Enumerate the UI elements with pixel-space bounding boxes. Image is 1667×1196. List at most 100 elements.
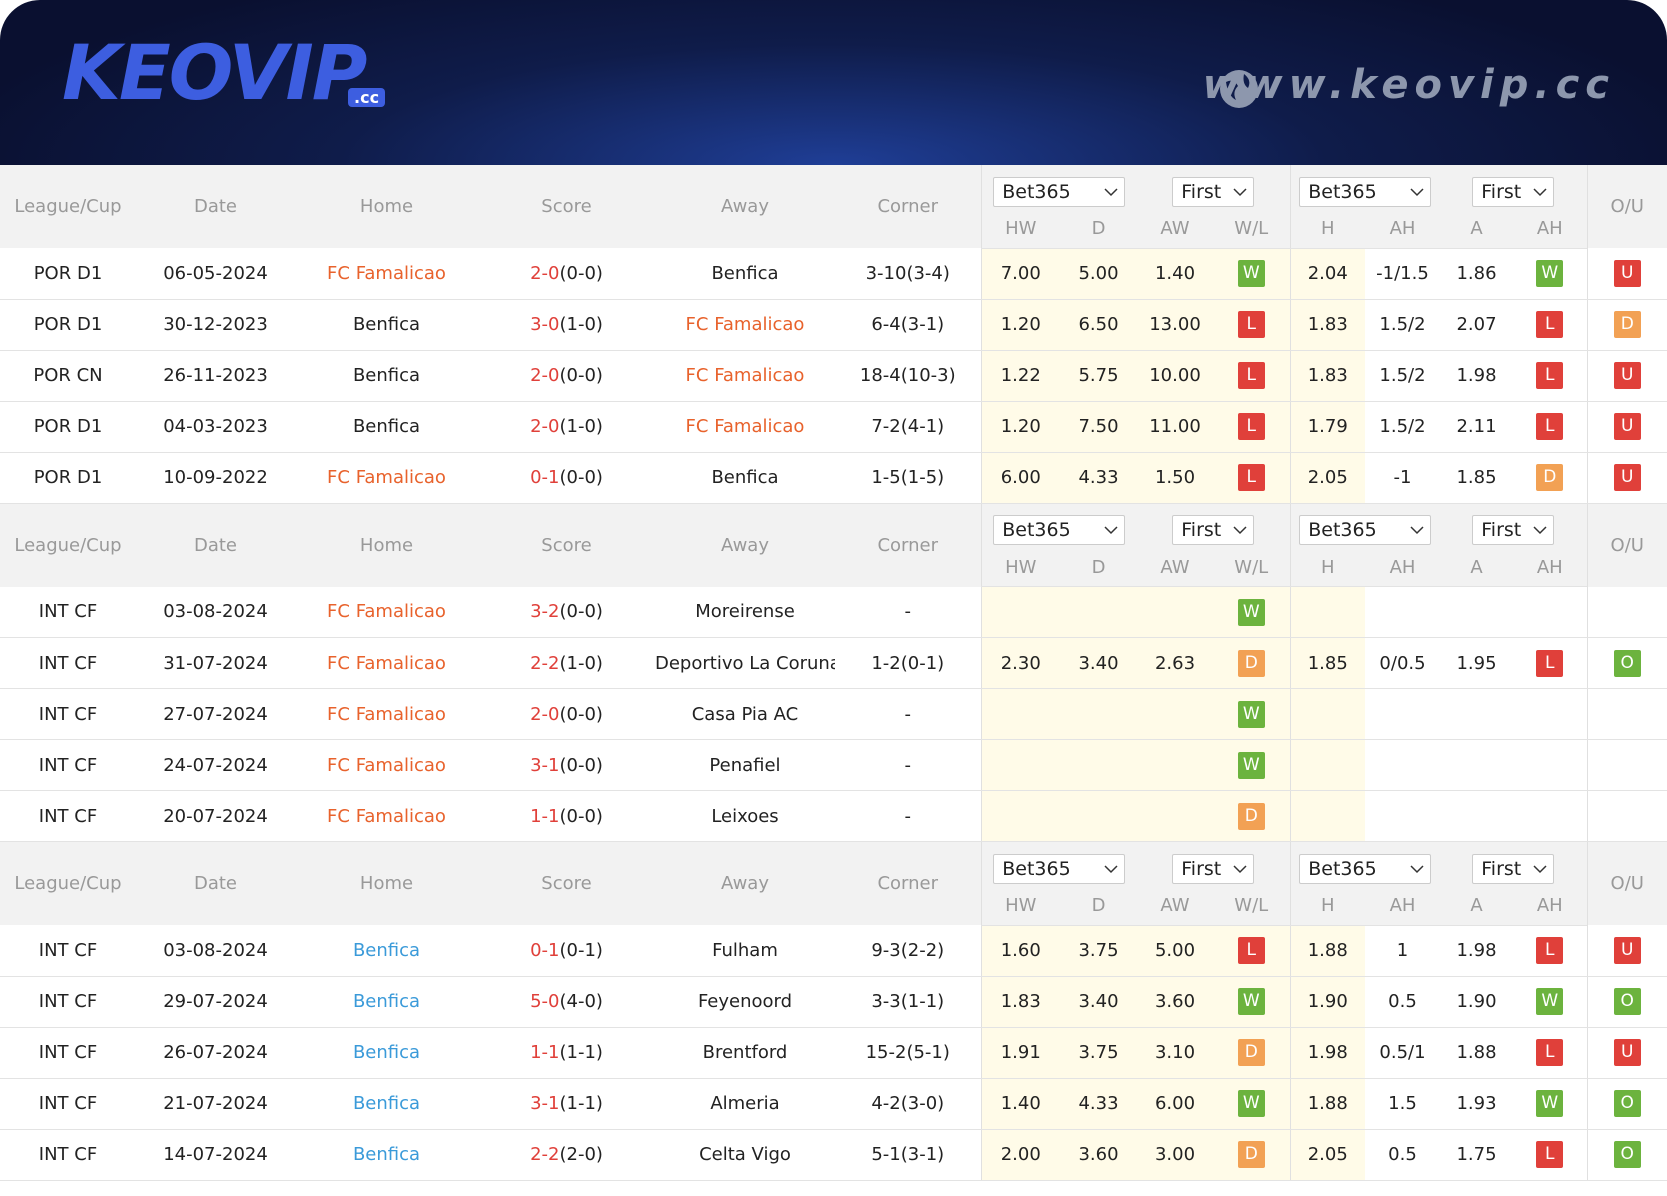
date: 03-08-2024 bbox=[136, 925, 295, 977]
odds: 0.5 bbox=[1365, 1129, 1440, 1181]
league-text: INT CF bbox=[38, 1144, 98, 1165]
odds: 11.00 bbox=[1137, 401, 1213, 453]
odds: 1.88 bbox=[1440, 1027, 1513, 1079]
result-cell: W bbox=[1213, 739, 1290, 791]
odds-header: A bbox=[1440, 887, 1513, 926]
result-cell: W bbox=[1513, 976, 1587, 1028]
chevron bbox=[1533, 187, 1547, 196]
odds-text: 1.83 bbox=[1307, 314, 1348, 335]
dropdown[interactable]: First bbox=[1172, 176, 1255, 207]
dropdown[interactable]: Bet365 bbox=[1299, 853, 1432, 884]
odds-text: 3.60 bbox=[1154, 991, 1196, 1012]
corner-text: 18-4(10-3) bbox=[859, 365, 956, 386]
date: 21-07-2024 bbox=[136, 1078, 295, 1130]
odds-text: 1.90 bbox=[1307, 991, 1348, 1012]
score: 1-1(1-1) bbox=[478, 1027, 655, 1079]
chevron bbox=[1233, 526, 1247, 535]
odds bbox=[1365, 688, 1440, 740]
corner: 1-2(0-1) bbox=[835, 637, 981, 689]
column-header: O/U bbox=[1586, 842, 1667, 925]
dropdown[interactable]: First bbox=[1172, 515, 1255, 545]
selector-cell: Bet365 bbox=[980, 503, 1137, 549]
odds: 1.5/2 bbox=[1365, 350, 1440, 402]
odds-header: AH bbox=[1513, 210, 1587, 249]
odds bbox=[1060, 688, 1137, 740]
date-text: 27-07-2024 bbox=[163, 703, 268, 725]
result-cell: L bbox=[1513, 401, 1587, 453]
dropdown[interactable]: First bbox=[1472, 515, 1555, 545]
odds-text: 1.88 bbox=[1307, 940, 1348, 961]
column-header: O/U bbox=[1586, 503, 1667, 587]
odds-header: AW bbox=[1137, 210, 1213, 249]
odds-header: AW bbox=[1137, 887, 1213, 926]
logo[interactable]: KEOVIP bbox=[62, 28, 368, 117]
result-cell: L bbox=[1213, 925, 1290, 977]
corner-text: 1-2(0-1) bbox=[871, 652, 945, 674]
dropdown[interactable]: Bet365 bbox=[993, 853, 1126, 884]
league-text: INT CF bbox=[38, 991, 98, 1012]
site-url[interactable]: www.keovip.cc bbox=[1202, 62, 1615, 108]
odds: 1.86 bbox=[1440, 248, 1513, 300]
match-row: INT CF 27-07-2024 FC Famalicao 2-0(0-0) Casa… bbox=[0, 688, 1667, 740]
odds-text: 2.07 bbox=[1456, 314, 1497, 335]
home-team-text: FC Famalicao bbox=[327, 703, 446, 725]
result-badge: L bbox=[1237, 311, 1265, 338]
chevron bbox=[1410, 187, 1424, 196]
result-badge: D bbox=[1536, 464, 1564, 491]
odds: 5.00 bbox=[1137, 925, 1213, 977]
odds-text: 1.91 bbox=[1000, 1042, 1041, 1063]
dropdown[interactable]: First bbox=[1472, 853, 1555, 884]
corner: 3-3(1-1) bbox=[835, 976, 981, 1028]
dropdown[interactable]: Bet365 bbox=[993, 515, 1126, 545]
odds-text: 4.33 bbox=[1078, 467, 1119, 488]
odds-text: 13.00 bbox=[1149, 314, 1201, 335]
corner-text: 15-2(5-1) bbox=[865, 1042, 950, 1063]
column-header: Score bbox=[478, 165, 655, 248]
column-header: Corner bbox=[835, 165, 981, 248]
result-cell: W bbox=[1213, 248, 1290, 300]
dropdown-label: First bbox=[1181, 180, 1222, 203]
result-cell: O bbox=[1586, 637, 1667, 689]
odds-text: 2.05 bbox=[1307, 1144, 1348, 1165]
result-badge: L bbox=[1536, 311, 1564, 338]
odds-text: 3.60 bbox=[1078, 1144, 1119, 1165]
date: 10-09-2022 bbox=[136, 452, 295, 504]
dropdown[interactable]: Bet365 bbox=[1299, 176, 1432, 207]
header-subrow: HW D AW W/L H AH A AH bbox=[0, 210, 1667, 249]
score: 2-0(0-0) bbox=[478, 688, 655, 740]
dropdown[interactable]: First bbox=[1172, 853, 1255, 884]
match-row: INT CF 29-07-2024 Benfica 5-0(4-0) Feyenoord… bbox=[0, 976, 1667, 1028]
score: 3-0(1-0) bbox=[478, 299, 655, 351]
corner-text: 1-5(1-5) bbox=[871, 467, 945, 488]
away-team: Fulham bbox=[655, 925, 835, 977]
date-text: 03-08-2024 bbox=[163, 601, 268, 623]
odds-text: 0/0.5 bbox=[1379, 652, 1426, 674]
score: 3-2(0-0) bbox=[478, 586, 655, 638]
odds-header: AH bbox=[1513, 548, 1587, 587]
dropdown[interactable]: Bet365 bbox=[1299, 515, 1432, 545]
league: POR D1 bbox=[0, 299, 136, 351]
odds-header: D bbox=[1060, 210, 1137, 249]
result-cell bbox=[1513, 790, 1587, 842]
odds: -1 bbox=[1365, 452, 1440, 504]
score-full: 1-1 bbox=[530, 805, 560, 827]
dropdown[interactable]: First bbox=[1472, 176, 1555, 207]
league: INT CF bbox=[0, 637, 136, 689]
odds-text: 3.40 bbox=[1078, 652, 1119, 674]
league-text: INT CF bbox=[38, 652, 98, 674]
odds: 1.90 bbox=[1289, 976, 1365, 1028]
dropdown-label: Bet365 bbox=[1002, 519, 1071, 541]
result-cell: W bbox=[1513, 1078, 1587, 1130]
corner-text: 7-2(4-1) bbox=[871, 416, 945, 437]
odds bbox=[1060, 790, 1137, 842]
column-header: Away bbox=[655, 842, 835, 925]
odds: 7.00 bbox=[980, 248, 1060, 300]
odds-text: 0.5 bbox=[1388, 991, 1417, 1012]
result-badge: L bbox=[1536, 413, 1564, 440]
home-team: FC Famalicao bbox=[295, 688, 478, 740]
league-text: INT CF bbox=[38, 1093, 98, 1114]
selector-cell: First bbox=[1137, 842, 1290, 887]
odds-text: 7.50 bbox=[1078, 416, 1119, 437]
dropdown[interactable]: Bet365 bbox=[993, 176, 1126, 207]
odds bbox=[1440, 790, 1513, 842]
